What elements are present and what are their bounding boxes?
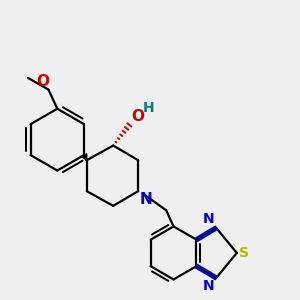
Text: O: O — [36, 74, 49, 89]
Text: S: S — [239, 246, 249, 260]
Text: N: N — [140, 192, 153, 207]
Text: N: N — [203, 279, 215, 293]
Text: O: O — [131, 109, 145, 124]
Text: H: H — [142, 100, 154, 115]
Polygon shape — [81, 154, 87, 160]
Text: N: N — [203, 212, 215, 226]
